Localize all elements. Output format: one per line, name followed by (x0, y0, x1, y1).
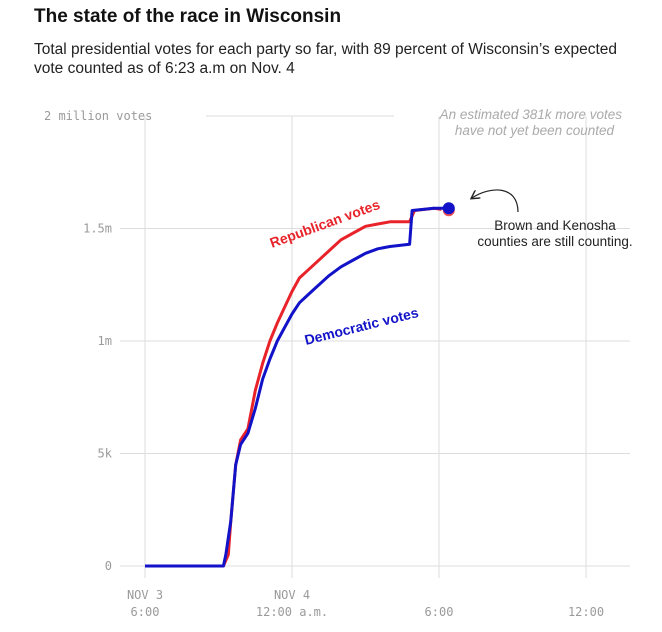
democratic-votes-line (145, 206, 449, 568)
chart-title: The state of the race in Wisconsin (34, 6, 342, 27)
callout-line: counties are still counting. (477, 234, 632, 249)
x-tick-label: 6:00 (425, 605, 454, 619)
estimate-note-line: have not yet been counted (455, 123, 615, 138)
chart-subtitle: Total presidential votes for each party … (34, 41, 617, 77)
x-tick-label: 12:00 a.m. (256, 605, 328, 619)
republican-votes-line (145, 206, 442, 568)
x-tick-label: 12:00 (568, 605, 604, 619)
y-tick-label: 2 million votes (44, 109, 152, 123)
latest-count-dot (442, 202, 455, 215)
x-tick-label: NOV 3 (127, 588, 163, 602)
y-tick-label: 1.5m (83, 222, 112, 236)
x-tick-label: NOV 4 (274, 588, 310, 602)
callout-arrow (472, 189, 519, 213)
y-tick-label: 5k (98, 447, 113, 461)
y-tick-label: 0 (105, 559, 112, 573)
callout-line: Brown and Kenosha (494, 218, 616, 233)
estimate-note-line: An estimated 381k more votes (439, 107, 623, 122)
y-tick-label: 1m (98, 334, 112, 348)
republican-votes-label: Republican votes (268, 196, 383, 251)
x-tick-label: 6:00 (131, 605, 160, 619)
